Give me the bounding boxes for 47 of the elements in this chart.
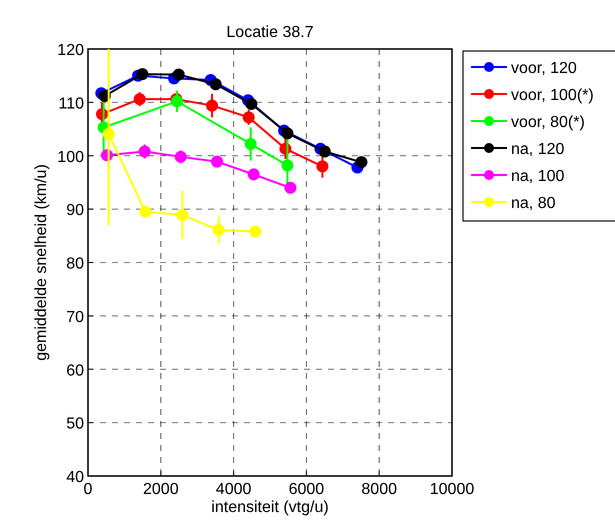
x-tick-label: 0	[84, 481, 93, 498]
point	[206, 100, 218, 112]
x-tick-label: 10000	[430, 481, 474, 498]
y-tick-label: 50	[66, 416, 84, 433]
point	[355, 156, 368, 168]
point	[249, 226, 262, 238]
point	[134, 93, 146, 106]
legend-label: voor, 80(*)	[511, 114, 585, 131]
x-tick-label: 6000	[288, 481, 324, 498]
y-tick-label: 110	[58, 95, 84, 112]
point	[172, 68, 185, 81]
point	[242, 111, 255, 124]
legend-label: na, 120	[511, 141, 564, 158]
point	[316, 160, 328, 172]
point	[102, 128, 115, 140]
x-tick-label: 8000	[361, 481, 398, 498]
y-tick-label: 60	[66, 362, 84, 380]
chart-title: Locatie 38.7	[226, 24, 314, 41]
x-tick-label: 4000	[216, 481, 252, 498]
y-tick-label: 40	[66, 469, 84, 486]
point	[245, 98, 258, 110]
point	[318, 145, 331, 158]
point	[138, 145, 151, 158]
x-axis-title: intensiteit (vtg/u)	[211, 499, 329, 516]
y-axis-title: gemiddelde snelheid (km/u)	[33, 164, 50, 361]
legend-label: na, 100	[511, 168, 564, 185]
point	[176, 209, 188, 221]
y-tick-label: 90	[66, 202, 84, 220]
point	[244, 138, 257, 150]
point	[210, 78, 222, 90]
point	[211, 156, 224, 168]
point	[248, 168, 260, 180]
legend-label: na, 80	[511, 195, 556, 212]
point	[174, 150, 187, 163]
point	[281, 127, 294, 140]
legend-label: voor, 100(*)	[511, 87, 594, 104]
point	[136, 68, 148, 80]
point	[139, 206, 152, 218]
point	[281, 159, 294, 172]
x-tick-label: 2000	[143, 481, 179, 498]
y-tick-label: 70	[66, 308, 84, 326]
y-tick-label: 100	[57, 148, 84, 166]
legend-label: voor, 120	[511, 60, 577, 77]
y-tick-label: 80	[66, 256, 84, 272]
point	[284, 182, 296, 194]
point	[212, 224, 225, 236]
y-tick-label: 120	[57, 42, 84, 59]
